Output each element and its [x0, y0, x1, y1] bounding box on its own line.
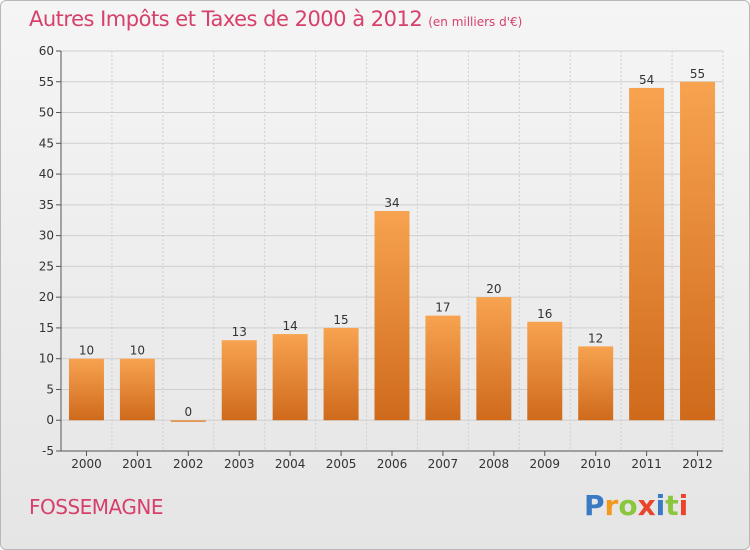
y-tick-label: 40 — [39, 167, 54, 181]
bar — [170, 420, 206, 422]
logo-letter: t — [665, 489, 679, 522]
x-tick-label: 2011 — [631, 457, 662, 471]
bar — [221, 340, 257, 421]
chart-title-text: Autres Impôts et Taxes de 2000 à 2012 — [29, 7, 423, 31]
x-tick-label: 2005 — [326, 457, 357, 471]
bar — [629, 87, 665, 421]
y-tick-label: 20 — [39, 290, 54, 304]
proxiti-logo[interactable]: Proxiti — [584, 489, 688, 522]
x-tick-label: 2007 — [428, 457, 459, 471]
data-label: 34 — [384, 196, 399, 210]
bar — [527, 321, 563, 421]
x-tick-label: 2012 — [682, 457, 713, 471]
y-tick-label: 50 — [39, 106, 54, 120]
data-label: 15 — [333, 313, 348, 327]
data-label-layer: 10 10 0 13 14 15 34 17 20 16 12 54 55 — [79, 67, 705, 419]
y-tick-label: 0 — [46, 413, 54, 427]
logo-letter: P — [584, 489, 605, 522]
unit-label: (en milliers d'€) — [428, 15, 523, 29]
bar — [578, 346, 614, 421]
bar — [425, 315, 461, 421]
bar — [374, 211, 410, 421]
data-label: 17 — [435, 301, 450, 315]
data-label: 14 — [283, 319, 298, 333]
data-label: 20 — [486, 282, 501, 296]
y-tick-label: 5 — [46, 382, 54, 396]
y-tick-label: 10 — [39, 352, 54, 366]
x-tick-label: 2002 — [173, 457, 204, 471]
x-tick-label: 2000 — [71, 457, 102, 471]
y-tick-label: 30 — [39, 229, 54, 243]
bar-layer — [68, 81, 716, 422]
data-label: 16 — [537, 307, 552, 321]
y-tick-label: 60 — [39, 44, 54, 58]
bar — [68, 358, 104, 421]
commune-name: FOSSEMAGNE — [29, 495, 163, 519]
logo-letter: x — [637, 489, 656, 522]
data-label: 54 — [639, 73, 654, 87]
bar — [323, 327, 359, 421]
x-tick-label: 2006 — [377, 457, 408, 471]
x-tick-label: 2003 — [224, 457, 255, 471]
data-label: 13 — [232, 325, 247, 339]
x-tick-label: 2004 — [275, 457, 306, 471]
bar — [476, 297, 512, 421]
x-tick-label: 2009 — [529, 457, 560, 471]
data-label: 55 — [690, 67, 705, 81]
y-tick-label: 55 — [39, 75, 54, 89]
chart-title: Autres Impôts et Taxes de 2000 à 2012 (en… — [29, 7, 522, 31]
logo-letter: i — [655, 489, 666, 522]
y-tick-label: 45 — [39, 136, 54, 150]
data-label: 10 — [130, 344, 145, 358]
logo-letter: o — [618, 489, 638, 522]
logo-letter: r — [604, 489, 619, 522]
bar — [272, 334, 308, 421]
x-tick-label: 2010 — [580, 457, 611, 471]
y-tick-label: 15 — [39, 321, 54, 335]
x-tick-label: 2008 — [479, 457, 510, 471]
bar — [119, 358, 155, 421]
y-tick-label: -5 — [42, 444, 54, 458]
data-label: 10 — [79, 344, 94, 358]
data-label: 0 — [184, 405, 192, 419]
axis-layer: -5 0 5 10 15 20 25 30 35 40 45 50 55 60 2000 2001 2002 20… — [39, 44, 723, 471]
y-tick-label: 25 — [39, 259, 54, 273]
logo-letter: i — [678, 489, 689, 522]
data-label: 12 — [588, 331, 603, 345]
x-tick-label: 2001 — [122, 457, 153, 471]
y-tick-label: 35 — [39, 198, 54, 212]
bar — [680, 81, 716, 421]
